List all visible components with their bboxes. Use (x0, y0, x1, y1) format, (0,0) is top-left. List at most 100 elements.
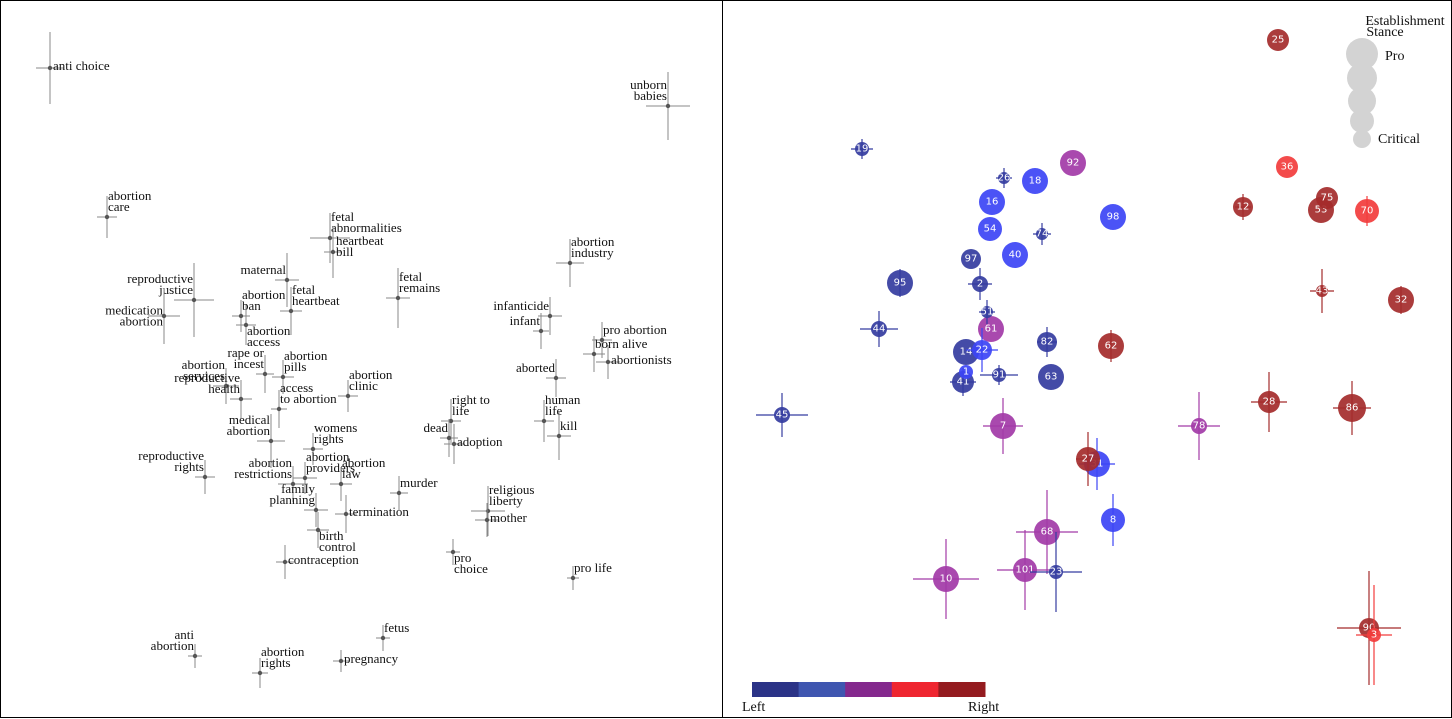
term-marker (542, 419, 546, 423)
establishment-point: 18 (1022, 168, 1048, 194)
establishment-id-label: 27 (1082, 454, 1095, 465)
term-marker (571, 576, 575, 580)
term-label-line: planning (270, 492, 316, 507)
term-label-line: abortion (227, 423, 271, 438)
establishment-id-label: 68 (1041, 527, 1054, 538)
term-label: born alive (595, 336, 648, 351)
term-label: kill (560, 418, 578, 433)
term-marker (339, 659, 343, 663)
term-marker (239, 397, 243, 401)
term-marker (381, 636, 385, 640)
establishment-id-label: 22 (976, 345, 989, 356)
establishment-point: 92 (1060, 150, 1086, 176)
term-label-line: babies (634, 88, 667, 103)
term-marker (346, 394, 350, 398)
term-marker (192, 298, 196, 302)
term-marker (289, 309, 293, 313)
term-label-line: pro abortion (603, 322, 667, 337)
term-marker (339, 482, 343, 486)
term-label-line: abortion (120, 314, 164, 329)
term-label-line: bill (336, 244, 354, 259)
establishment-id-label: 40 (1009, 250, 1022, 261)
term-label-line: remains (399, 280, 440, 295)
term-label-line: mother (490, 510, 527, 525)
establishment-id-label: 45 (776, 410, 789, 421)
establishment-id-label: 28 (1263, 397, 1276, 408)
term-marker (277, 407, 281, 411)
term-marker (239, 314, 243, 318)
term-label-line: law (342, 466, 361, 481)
term-label-line: clinic (349, 378, 378, 393)
colorbar-left-label: Left (742, 700, 765, 715)
term-label-line: industry (571, 245, 614, 260)
term-label: pregnancy (344, 651, 399, 666)
term-label-line: termination (349, 504, 409, 519)
term-label-line: heartbeat (292, 293, 340, 308)
colorbar-segment (799, 682, 846, 697)
term-marker (283, 560, 287, 564)
establishment-id-label: 62 (1105, 341, 1118, 352)
colorbar-segment (752, 682, 799, 697)
term-label: anti choice (53, 58, 110, 73)
colorbar-right-label: Right (968, 700, 999, 715)
term-label: abortion industry (571, 234, 615, 260)
term-label-line: dead (423, 420, 448, 435)
establishment-id-label: 14 (960, 347, 973, 358)
establishment-point: 75 (1316, 187, 1338, 209)
establishment-point: 1 (959, 365, 973, 379)
establishment-id-label: 8 (1110, 515, 1116, 526)
term-marker (303, 476, 307, 480)
term-label: adoption (457, 434, 503, 449)
establishment-id-label: 74 (1036, 229, 1049, 240)
establishment-id-label: 61 (985, 324, 998, 335)
term-marker (344, 512, 348, 516)
establishment-id-label: 101 (1015, 565, 1034, 576)
term-label: termination (349, 504, 409, 519)
term-marker (557, 434, 561, 438)
term-label-line: aborted (516, 360, 555, 375)
term-label-line: pregnancy (344, 651, 399, 666)
establishment-id-label: 12 (1237, 202, 1250, 213)
term-marker (539, 329, 543, 333)
establishment-id-label: 23 (1050, 567, 1063, 578)
term-marker (314, 508, 318, 512)
establishment-id-label: 51 (981, 307, 994, 318)
establishment-point: 36 (1276, 156, 1298, 178)
size-legend-circle-smallest (1353, 130, 1371, 148)
size-legend-circle-small (1350, 109, 1374, 133)
term-label: contraception (288, 552, 359, 567)
term-label-line: restrictions (234, 466, 292, 481)
term-label-line: pro life (574, 560, 612, 575)
establishment-id-label: 44 (873, 324, 886, 335)
term-label-line: justice (158, 282, 193, 297)
term-marker (258, 671, 262, 675)
establishment-id-label: 18 (1029, 176, 1042, 187)
term-label-line: life (452, 403, 470, 418)
colorbar-segment (938, 682, 985, 697)
term-label: fetus (384, 620, 409, 635)
term-label: pro life (574, 560, 612, 575)
establishment-id-label: 98 (1107, 212, 1120, 223)
term-label-line: murder (400, 475, 438, 490)
term-label: aborted (516, 360, 555, 375)
establishment-id-label: 1 (963, 367, 969, 378)
term-marker (666, 104, 670, 108)
term-marker (447, 436, 451, 440)
term-label-line: contraception (288, 552, 359, 567)
term-label: infant (510, 313, 541, 328)
term-label-line: infanticide (493, 298, 549, 313)
establishment-id-label: 26 (998, 173, 1011, 184)
term-label-line: health (208, 381, 240, 396)
colorbar-segment (845, 682, 892, 697)
establishment-point: 40 (1002, 242, 1028, 268)
establishment-id-label: 92 (1067, 158, 1080, 169)
term-marker (548, 314, 552, 318)
term-marker (328, 236, 332, 240)
establishment-point: 54 (978, 217, 1002, 241)
term-label-line: life (545, 403, 563, 418)
term-marker (269, 439, 273, 443)
term-label-line: abortionists (611, 352, 672, 367)
size-legend-title-line2: Stance (1366, 25, 1403, 40)
